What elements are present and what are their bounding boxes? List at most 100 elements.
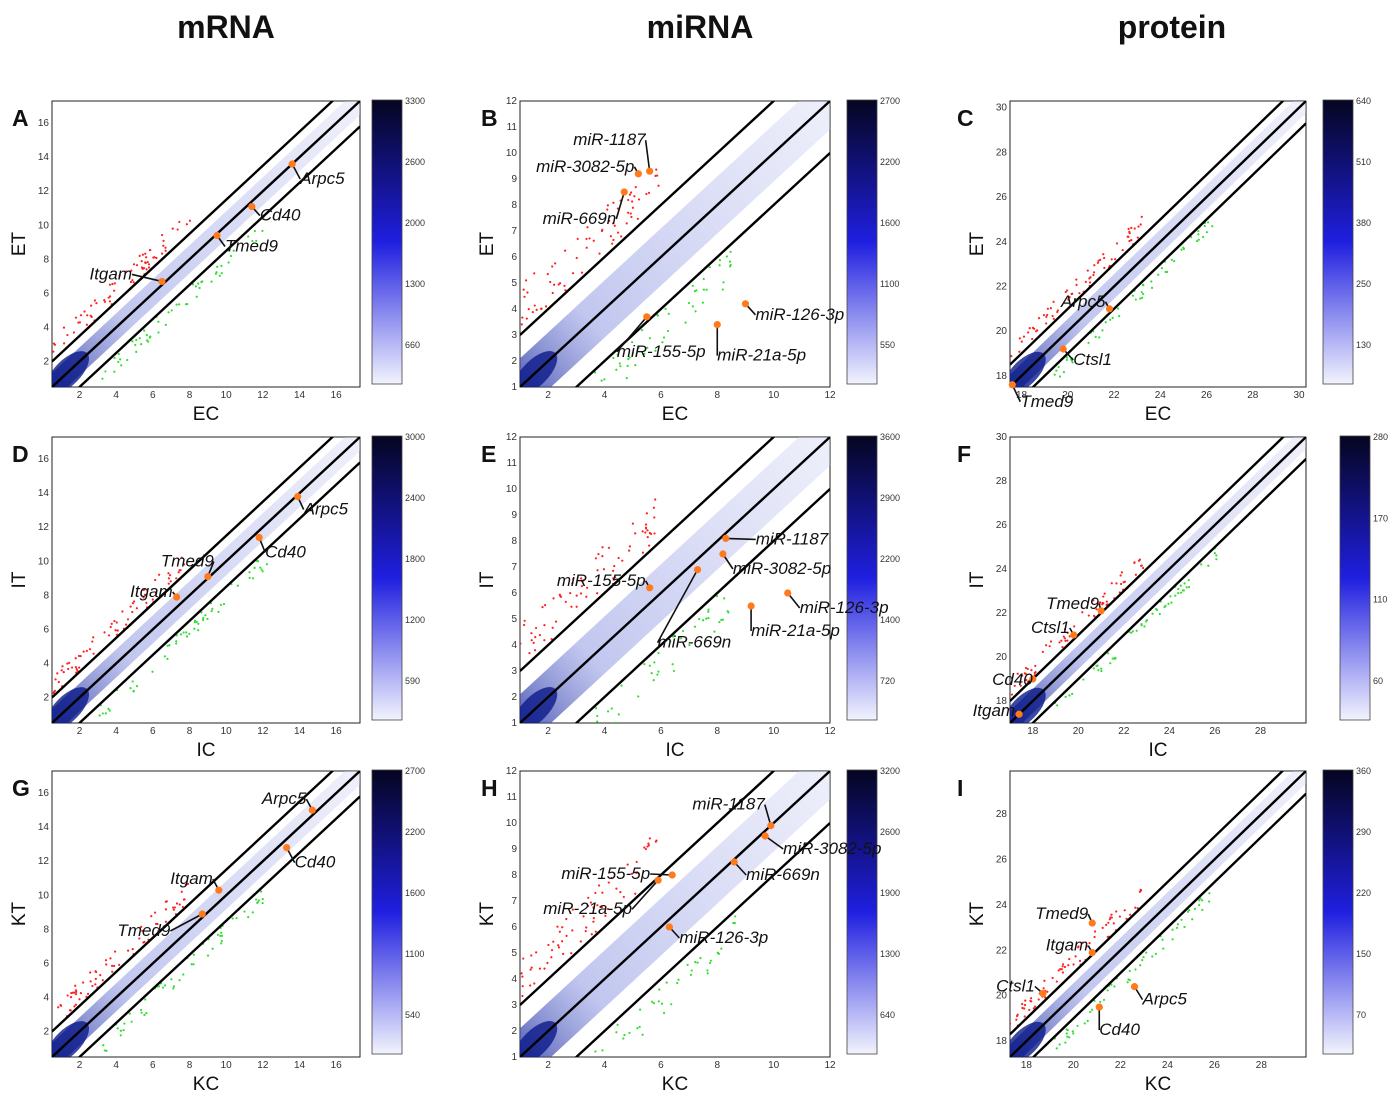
down-point xyxy=(1169,595,1172,598)
up-point xyxy=(1075,278,1078,281)
colorbar-tick-label: 2700 xyxy=(880,96,900,106)
x-tick-label: 6 xyxy=(658,726,664,737)
down-point xyxy=(1128,969,1131,973)
up-point xyxy=(74,316,78,319)
gene-label-mir-155-5p: miR-155-5p xyxy=(561,864,650,883)
up-point xyxy=(125,623,128,626)
y-tick-label: 4 xyxy=(511,640,517,651)
x-tick-label: 14 xyxy=(294,726,306,737)
up-point xyxy=(89,980,92,983)
y-tick-label: 9 xyxy=(511,510,517,521)
up-point xyxy=(144,261,147,265)
down-point xyxy=(694,960,697,964)
diagonal-line xyxy=(52,771,360,1057)
up-point xyxy=(1129,913,1132,916)
up-point xyxy=(569,592,572,595)
down-point xyxy=(145,1012,148,1015)
down-point xyxy=(1058,1043,1061,1046)
down-point xyxy=(600,379,603,382)
up-point xyxy=(138,254,141,257)
down-point xyxy=(1143,625,1146,628)
up-point xyxy=(575,594,578,597)
up-point xyxy=(612,238,615,242)
highlight-point-itgam xyxy=(158,277,166,286)
upper-threshold-line xyxy=(1010,101,1285,366)
down-point xyxy=(638,1025,641,1028)
down-point xyxy=(637,695,640,698)
x-tick-label: 2 xyxy=(77,390,83,401)
gene-label-mir-21a-5p: miR-21a-5p xyxy=(751,621,840,640)
up-point xyxy=(1120,571,1123,574)
up-point xyxy=(53,689,57,692)
up-point xyxy=(1103,256,1106,260)
x-tick-label: 24 xyxy=(1162,1060,1174,1071)
x-tick-label: 26 xyxy=(1209,1060,1221,1071)
down-point xyxy=(1161,938,1164,941)
down-point xyxy=(236,584,239,587)
x-tick-label: 2 xyxy=(545,1060,551,1071)
up-point xyxy=(654,498,657,501)
down-point xyxy=(191,283,195,286)
up-point xyxy=(602,568,606,571)
y-tick-label: 12 xyxy=(506,96,518,107)
down-point xyxy=(227,261,230,264)
down-point xyxy=(596,720,599,723)
down-point xyxy=(145,339,149,342)
up-point xyxy=(634,185,637,189)
down-point xyxy=(166,657,169,661)
up-point xyxy=(1052,317,1055,320)
up-point xyxy=(601,555,604,558)
x-tick-label: 4 xyxy=(113,1060,119,1071)
gene-label-cd40: Cd40 xyxy=(1099,1020,1140,1039)
down-point xyxy=(594,1050,597,1053)
up-point xyxy=(625,222,628,225)
down-point xyxy=(190,963,193,966)
down-point xyxy=(572,756,574,758)
down-point xyxy=(601,1049,604,1052)
colorbar xyxy=(1322,99,1354,385)
up-point xyxy=(1016,672,1019,675)
up-point xyxy=(612,569,615,572)
down-point xyxy=(690,969,693,972)
down-point xyxy=(1164,604,1167,607)
up-point xyxy=(113,282,116,285)
up-point xyxy=(1095,608,1098,611)
up-point xyxy=(551,626,554,629)
down-point xyxy=(128,1012,131,1015)
down-point xyxy=(131,340,134,343)
panel-grid: A2 4 6 8 10 12 14 16246810121416ECET33002600200… xyxy=(9,96,1388,1095)
x-tick-label: 22 xyxy=(1115,1060,1127,1071)
up-point xyxy=(594,891,597,895)
gene-label-tmed9: Tmed9 xyxy=(1035,904,1088,923)
up-point xyxy=(1092,599,1095,602)
down-point xyxy=(708,961,712,965)
down-point xyxy=(667,312,670,315)
up-point xyxy=(609,235,613,238)
x-tick-label: 4 xyxy=(602,390,608,401)
y-tick-label: 20 xyxy=(996,991,1008,1002)
down-point xyxy=(193,627,196,630)
up-point xyxy=(1033,1005,1037,1008)
down-point xyxy=(657,1000,660,1003)
x-tick-label: 18 xyxy=(1021,1060,1033,1071)
down-point xyxy=(698,617,701,621)
up-point xyxy=(594,930,597,933)
highlight-point-mir-1187 xyxy=(722,534,730,543)
down-point xyxy=(251,911,254,914)
down-point xyxy=(641,1033,644,1036)
down-point xyxy=(1068,694,1071,697)
up-point xyxy=(1068,296,1071,299)
up-point xyxy=(168,574,172,577)
down-point xyxy=(1173,260,1176,263)
up-point xyxy=(612,201,615,204)
up-point xyxy=(1092,271,1096,274)
up-point xyxy=(1010,355,1013,358)
down-point xyxy=(1150,280,1153,283)
colorbar-tick-label: 3300 xyxy=(405,96,425,106)
up-point xyxy=(164,249,167,252)
down-point xyxy=(1130,631,1133,634)
y-tick-label: 11 xyxy=(507,122,518,133)
down-point xyxy=(1071,692,1074,696)
down-point xyxy=(119,1034,122,1037)
down-point xyxy=(705,617,708,620)
